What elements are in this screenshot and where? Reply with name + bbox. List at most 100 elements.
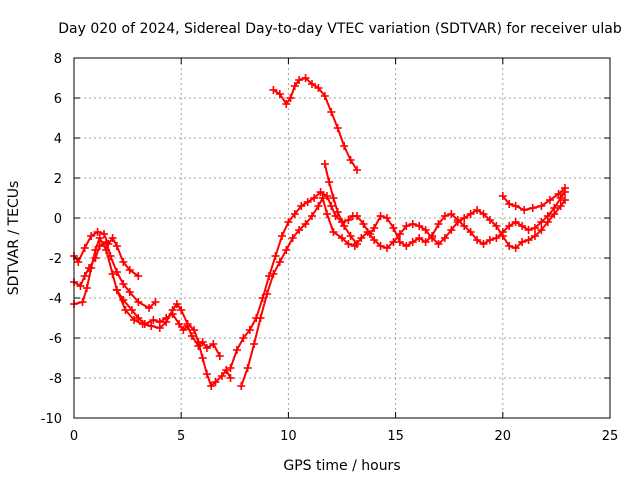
data-point — [408, 238, 417, 246]
data-point — [511, 218, 520, 226]
data-point — [329, 228, 338, 236]
data-point — [243, 364, 252, 372]
data-point — [78, 298, 87, 306]
data-point — [121, 306, 130, 314]
data-point — [179, 326, 188, 334]
data-point — [554, 190, 563, 198]
data-point — [250, 340, 259, 348]
data-point — [76, 282, 85, 290]
data-point — [447, 226, 456, 234]
data-point — [383, 244, 392, 252]
data-point — [183, 320, 192, 328]
data-point — [473, 236, 482, 244]
data-point — [560, 196, 569, 204]
data-point — [286, 94, 295, 102]
data-point — [327, 202, 336, 210]
data-point — [329, 194, 338, 202]
data-point — [353, 240, 362, 248]
data-point — [344, 240, 353, 248]
data-point — [320, 92, 329, 100]
data-point — [112, 242, 121, 250]
data-point — [151, 298, 160, 306]
data-point — [505, 242, 514, 250]
data-point — [314, 202, 323, 210]
data-point — [560, 184, 569, 192]
series-segment-g — [269, 74, 362, 174]
y-tick-label: -10 — [41, 412, 62, 427]
x-tick-label: 10 — [280, 429, 297, 444]
data-point — [511, 244, 520, 252]
data-point — [187, 332, 196, 340]
series-segment-h — [320, 160, 362, 248]
data-point — [421, 238, 430, 246]
data-point — [346, 232, 355, 240]
data-point — [168, 306, 177, 314]
y-tick-label: -6 — [49, 332, 62, 347]
data-point — [466, 210, 475, 218]
data-point — [376, 212, 385, 220]
data-point — [498, 232, 507, 240]
data-point — [359, 220, 368, 228]
data-point — [134, 272, 143, 280]
data-point — [370, 224, 379, 232]
data-point — [307, 212, 316, 220]
series-segment-i — [498, 184, 569, 214]
data-point — [370, 236, 379, 244]
data-point — [290, 210, 299, 218]
data-point — [202, 344, 211, 352]
data-point — [80, 272, 89, 280]
data-point — [207, 382, 216, 390]
data-point — [333, 124, 342, 132]
y-tick-label: 6 — [54, 92, 62, 107]
x-tick-label: 0 — [70, 429, 78, 444]
data-point — [145, 304, 154, 312]
data-point — [318, 194, 327, 202]
data-point — [550, 210, 559, 218]
data-point — [237, 382, 246, 390]
data-point — [288, 234, 297, 242]
data-point — [295, 76, 304, 84]
data-point — [282, 100, 291, 108]
data-point — [155, 324, 164, 332]
data-point — [295, 226, 304, 234]
data-point — [82, 284, 91, 292]
data-point — [149, 316, 158, 324]
data-point — [125, 266, 134, 274]
data-point — [202, 370, 211, 378]
data-point — [453, 218, 462, 226]
data-point — [269, 270, 278, 278]
data-point — [322, 210, 331, 218]
data-point — [460, 214, 469, 222]
data-point — [87, 232, 96, 240]
data-point — [460, 222, 469, 230]
data-point — [440, 212, 449, 220]
data-point — [284, 218, 293, 226]
data-point — [307, 80, 316, 88]
data-point — [530, 224, 539, 232]
data-point — [518, 222, 527, 230]
data-point — [112, 268, 121, 276]
data-point — [80, 244, 89, 252]
data-point — [310, 194, 319, 202]
data-point — [447, 210, 456, 218]
data-point — [434, 240, 443, 248]
data-point — [498, 192, 507, 200]
data-point — [322, 192, 331, 200]
data-point — [282, 246, 291, 254]
y-tick-label: 4 — [54, 132, 62, 147]
data-point — [524, 236, 533, 244]
y-tick-label: 2 — [54, 172, 62, 187]
data-point — [232, 346, 241, 354]
data-point — [108, 234, 117, 242]
data-point — [162, 318, 171, 326]
data-series — [70, 74, 569, 390]
data-point — [543, 218, 552, 226]
data-point — [119, 258, 128, 266]
data-point — [528, 204, 537, 212]
data-point — [301, 74, 310, 82]
data-point — [537, 226, 546, 234]
data-point — [314, 84, 323, 92]
data-point — [102, 246, 111, 254]
data-point — [217, 372, 226, 380]
data-point — [505, 222, 514, 230]
